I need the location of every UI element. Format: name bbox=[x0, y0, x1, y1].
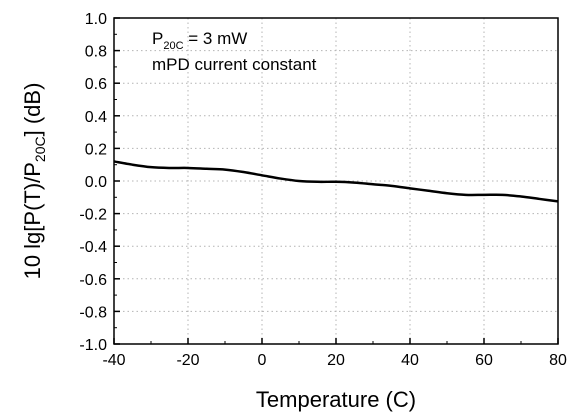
x-tick-label: 40 bbox=[401, 352, 419, 369]
y-tick-label: 0.2 bbox=[85, 141, 107, 158]
grid-lines bbox=[114, 18, 558, 344]
y-axis-title-prefix: 10 lg[P(T)/P bbox=[20, 162, 45, 279]
y-tick-label: -0.6 bbox=[79, 272, 107, 289]
y-tick-label: -1.0 bbox=[79, 337, 107, 354]
series-line bbox=[113, 160, 559, 203]
x-tick-label: 20 bbox=[327, 352, 345, 369]
annotation-power-prefix: P bbox=[152, 29, 163, 48]
svg-text:P20C = 3 mW: P20C = 3 mW bbox=[152, 29, 247, 52]
series-layer bbox=[113, 160, 559, 203]
y-tick-label: 0.4 bbox=[85, 109, 107, 126]
y-axis-title: 10 lg[P(T)/P20C] (dB) bbox=[20, 83, 48, 280]
annotation-power-sub: 20C bbox=[163, 40, 183, 52]
ticks: -40 -20 0 20 40 60 80 -1.0 -0.8 -0.6 -0.4 -0.2 0.0 0.… bbox=[79, 11, 567, 369]
y-tick-label: -0.2 bbox=[79, 207, 107, 224]
x-axis-title: Temperature (C) bbox=[256, 387, 416, 412]
y-axis-title-sub: 20C bbox=[32, 136, 48, 162]
y-tick-label: 0.0 bbox=[85, 174, 107, 191]
x-tick-label: 80 bbox=[549, 352, 567, 369]
annotation-power-suffix: = 3 mW bbox=[184, 29, 248, 48]
annotation-power: P20C = 3 mW bbox=[152, 29, 247, 52]
annotation-mode: mPD current constant bbox=[152, 55, 317, 74]
y-tick-label: 1.0 bbox=[85, 11, 107, 28]
x-tick-label: 60 bbox=[475, 352, 493, 369]
x-tick-label: 0 bbox=[258, 352, 267, 369]
y-tick-label: 0.8 bbox=[85, 44, 107, 61]
y-tick-label: -0.8 bbox=[79, 304, 107, 321]
y-tick-label: -0.4 bbox=[79, 239, 107, 256]
x-tick-label: -20 bbox=[176, 352, 199, 369]
y-tick-label: 0.6 bbox=[85, 76, 107, 93]
x-tick-label: -40 bbox=[102, 352, 125, 369]
y-axis-title-suffix: ] (dB) bbox=[20, 83, 45, 137]
